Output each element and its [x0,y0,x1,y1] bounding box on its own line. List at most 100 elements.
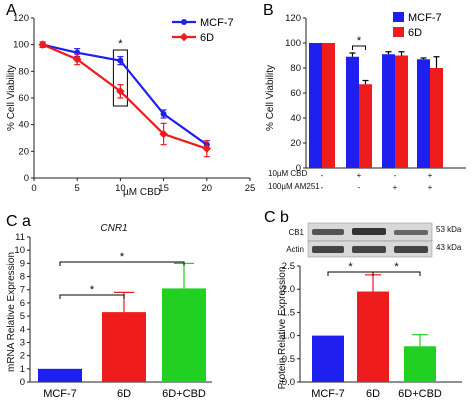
panel-ca-ytick-label-5: 5 [20,311,25,322]
panel-ca-bar-2 [162,288,206,382]
panel-b-sig-star: * [357,35,362,47]
panel-ca-ytick-label-8: 8 [20,272,25,283]
panel-cb-ytick-label-3: 1.5 [282,307,295,318]
panel-label-cb: C b [264,209,289,226]
panel-a-point-6D-4 [202,144,212,153]
panel-ca-sig-2-star: * [120,251,125,263]
panel-cb-ytick-label-0: 0.0 [282,377,295,388]
panel-a-ytick-label-0: 0 [24,173,29,184]
panel-b-bar-mcf7-0 [309,43,322,168]
panel-ca-ytick-label-6: 6 [20,298,25,309]
panel-cb-bar-1 [357,291,389,382]
panel-cb-ytick-label-5: 2.5 [282,261,295,272]
panel-a-point-6D-2 [116,87,125,96]
panel-cb-sig-2-bracket [372,271,421,276]
panel-b-ytick-label-6: 120 [285,13,301,24]
panel-a-ylabel: % Cell Viability [6,65,17,131]
panel-a-significance-star: * [118,38,123,50]
panel-a-legend-label-6D: 6D [200,32,214,44]
panel-ca-ytick-label-2: 2 [20,351,25,362]
panel-label-a: A [6,2,17,19]
panel-b-bar-d6-2 [395,55,408,168]
panel-b-ytick-label-1: 20 [290,138,301,149]
panel-b-bar-mcf7-3 [417,59,430,168]
panel-ca-sig-2-bracket [59,261,185,266]
panel-b-row-label-am251: 100µM AM251 [268,182,320,191]
panel-a-point-MCF-7-2 [117,57,124,64]
panel-cb-ytick-label-1: 0.5 [282,354,295,365]
panel-cb-xtick-label-0: MCF-7 [311,388,345,400]
panel-b-bar-d6-0 [322,43,335,168]
panel-ca-ytick-label-7: 7 [20,285,25,296]
panel-a-point-6D-3 [159,129,168,139]
panel-ca-xtick-label-0: MCF-7 [43,388,77,400]
panel-ca-sig-1-star: * [90,284,95,296]
panel-label-ca: C a [6,213,31,230]
blot-band-actin-6dcbd [394,246,428,253]
panel-a-legend-marker-6D [179,32,189,42]
panel-cb-ytick-label-2: 1.0 [282,331,295,342]
panel-a-xtick-label-2: 10 [115,183,126,194]
blot-band-cb1-6d [352,228,386,235]
panel-a-legend-label-MCF-7: MCF-7 [200,17,234,29]
panel-a-ytick-label-1: 20 [18,146,29,157]
panel-cb-bar-2 [404,346,436,382]
panel-b-bar-d6-3 [430,68,443,168]
panel-b-cbd-sign-1: + [357,171,362,180]
panel-b-am251-sign-0: - [321,183,324,192]
panel-a-xtick-label-1: 5 [75,183,80,194]
panel-b-cbd-sign-3: + [428,171,433,180]
panel-cb-bar-chart: Protein Relative Expression CB1 Actin 53… [277,222,462,400]
panel-b-ytick-label-5: 100 [285,38,301,49]
blot-band-cb1-6dcbd [394,230,428,235]
panel-b-am251-sign-3: + [428,183,433,192]
panel-ca-bar-0 [38,368,82,382]
panel-ca-sig-1-bracket [59,294,125,299]
panel-b-legend-label-0: MCF-7 [408,12,442,24]
panel-cb-sig-1-star: * [348,261,353,273]
panel-ca-xtick-label-2: 6D+CBD [162,388,206,400]
panel-ca-bar-chart: CNR1 mRNA Relative Expression 0 1 2 3 4 5 6 7 8 9… [6,223,212,400]
panel-ca-title: CNR1 [100,223,127,234]
blot-band-cb1-mcf7 [312,229,344,235]
blot-band-actin-6d [352,246,386,253]
panel-ca-ytick-label-10: 10 [14,245,25,256]
panel-b-ytick-label-3: 60 [290,88,301,99]
panel-ca-ytick-label-3: 3 [20,337,25,348]
panel-b-bar-chart: % Cell Viability 10µM CBD 100µM AM251 0 2… [265,12,466,192]
panel-b-legend-swatch-1 [393,27,404,37]
panel-cb-bar-0 [312,335,344,382]
blot-label-actin: Actin [286,245,304,254]
panel-ca-ytick-label-4: 4 [20,324,25,335]
panel-a-xtick-label-4: 20 [202,183,213,194]
panel-a-legend-marker-MCF-7 [181,19,187,25]
panel-a-point-6D-0 [38,40,47,49]
blot-band-actin-mcf7 [312,246,344,253]
panel-ca-ytick-label-11: 11 [15,232,25,243]
panel-cb-ytick-label-4: 2.0 [282,284,295,295]
panel-a-xlabel: µM CBD [123,187,161,198]
panel-a-ytick-label-5: 100 [13,40,29,51]
panel-b-cbd-sign-2: - [394,171,397,180]
panel-a-point-6D-1 [72,55,82,64]
panel-b-am251-sign-1: - [358,183,361,192]
panel-a-xtick-label-0: 0 [31,183,36,194]
panel-a-ytick-label-4: 80 [18,66,29,77]
panel-a-ytick-label-3: 60 [18,93,29,104]
panel-ca-ytick-label-9: 9 [20,258,25,269]
panel-a-point-MCF-7-3 [160,111,167,117]
panel-b-am251-sign-2: + [393,183,398,192]
panel-a-line-6D [42,43,208,150]
panel-cb-sig-2-star: * [394,261,399,273]
panel-b-sig-bracket [352,45,366,50]
panel-ca-ytick-label-1: 1 [20,364,25,375]
panel-b-legend-swatch-0 [393,12,404,22]
panel-b-bar-d6-1 [359,84,372,168]
panel-b-ylabel: % Cell Viability [265,65,276,131]
panel-cb-xtick-label-1: 6D [366,388,380,400]
panel-ca-ytick-label-0: 0 [20,377,25,388]
panel-cb-ylabel: Protein Relative Expression [277,267,288,390]
panel-b-ytick-label-2: 40 [290,113,301,124]
panel-a-ytick-label-2: 40 [18,120,29,131]
